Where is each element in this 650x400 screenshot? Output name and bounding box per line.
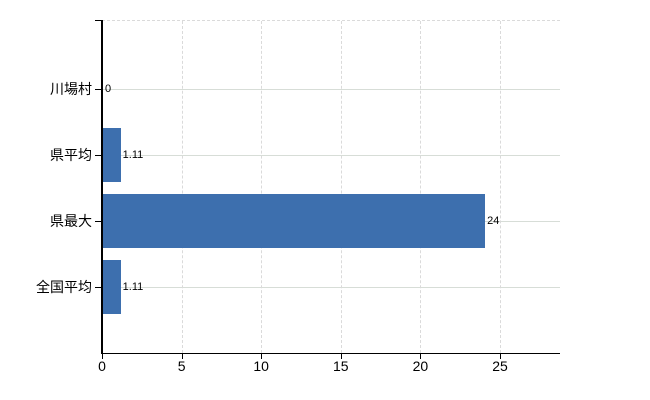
x-tick-label: 15 <box>333 358 349 374</box>
v-gridline <box>500 21 501 353</box>
plot-top-border <box>102 20 560 21</box>
h-gridline <box>102 89 560 90</box>
bar-value-label: 24 <box>487 215 500 227</box>
bar <box>103 194 486 248</box>
x-tick-label: 5 <box>177 358 186 374</box>
x-tick <box>500 354 501 359</box>
x-axis <box>101 353 560 354</box>
x-tick <box>102 354 103 359</box>
x-tick-label: 25 <box>492 358 508 374</box>
x-tick-label: 20 <box>412 358 429 374</box>
bar-value-label: 1.11 <box>122 281 144 293</box>
category-label: 県平均 <box>50 147 92 163</box>
y-tick <box>95 221 101 222</box>
bar <box>103 128 121 182</box>
h-gridline <box>102 287 560 288</box>
bar-value-label: 0 <box>105 83 112 95</box>
y-tick <box>95 287 101 288</box>
bar <box>103 260 121 314</box>
bar-value-label: 1.11 <box>122 149 144 161</box>
x-tick <box>340 354 342 359</box>
x-tick-label: 10 <box>253 358 269 374</box>
v-gridline <box>181 21 183 353</box>
y-axis <box>101 20 103 353</box>
v-gridline <box>420 21 422 353</box>
x-tick <box>181 354 183 359</box>
y-axis-top-tick <box>95 20 101 21</box>
category-label: 県最大 <box>50 213 92 229</box>
y-tick <box>95 89 101 90</box>
v-gridline <box>261 21 263 353</box>
x-tick <box>420 354 422 359</box>
y-tick <box>95 155 101 156</box>
x-tick <box>261 354 263 359</box>
h-gridline <box>102 155 560 156</box>
v-gridline <box>340 21 342 353</box>
category-label: 全国平均 <box>36 279 92 295</box>
category-label: 川場村 <box>50 81 92 97</box>
x-tick-label: 0 <box>98 358 106 374</box>
